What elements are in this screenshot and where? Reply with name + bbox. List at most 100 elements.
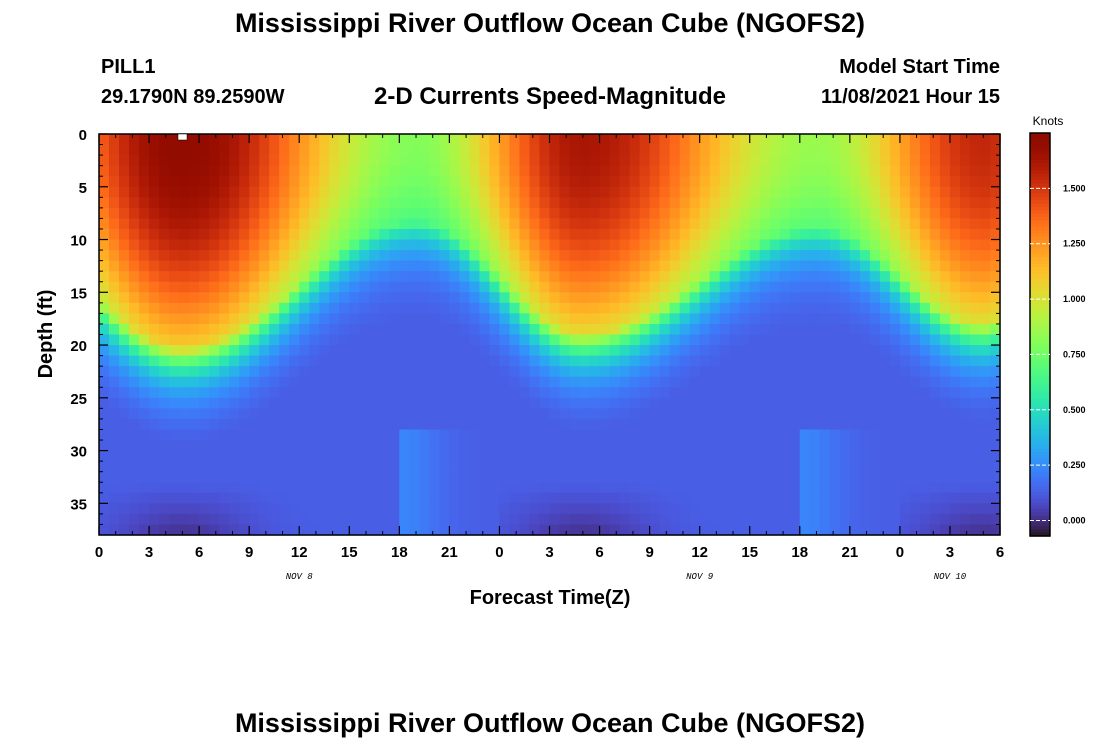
heatmap-cell bbox=[339, 134, 350, 146]
heatmap-cell bbox=[319, 281, 330, 293]
heatmap-cell bbox=[339, 313, 350, 325]
heatmap-cell bbox=[689, 271, 701, 283]
heatmap-cell bbox=[399, 313, 410, 325]
heatmap-cell bbox=[309, 323, 320, 336]
heatmap-cell bbox=[899, 207, 911, 220]
heatmap-cell bbox=[459, 450, 471, 462]
colorbar-segment bbox=[1030, 505, 1050, 510]
heatmap-cell bbox=[459, 250, 471, 262]
heatmap-cell bbox=[929, 471, 941, 483]
heatmap-cell bbox=[569, 250, 581, 262]
heatmap-cell bbox=[949, 186, 961, 198]
heatmap-cell bbox=[189, 292, 200, 304]
heatmap-cell bbox=[99, 418, 110, 431]
heatmap-cell bbox=[259, 408, 270, 420]
heatmap-cell bbox=[359, 302, 370, 314]
heatmap-cell bbox=[789, 207, 801, 220]
heatmap-cell bbox=[949, 387, 961, 399]
heatmap-cell bbox=[839, 503, 851, 515]
heatmap-cell bbox=[249, 408, 260, 420]
heatmap-cell bbox=[619, 218, 631, 230]
heatmap-cell bbox=[409, 450, 420, 462]
heatmap-cell bbox=[639, 376, 651, 388]
heatmap-cell bbox=[329, 482, 340, 494]
heatmap-cell bbox=[499, 334, 511, 346]
heatmap-cell bbox=[179, 418, 190, 431]
heatmap-cell bbox=[969, 207, 981, 220]
heatmap-cell bbox=[629, 492, 641, 504]
heatmap-cell bbox=[639, 355, 651, 367]
heatmap-cell bbox=[599, 165, 611, 177]
heatmap-cell bbox=[439, 492, 450, 504]
heatmap-cell bbox=[909, 250, 921, 262]
heatmap-cell bbox=[299, 345, 310, 357]
heatmap-cell bbox=[549, 292, 561, 304]
heatmap-cell bbox=[329, 228, 340, 241]
heatmap-cell bbox=[99, 144, 110, 156]
heatmap-cell bbox=[829, 418, 841, 431]
heatmap-cell bbox=[399, 197, 410, 209]
heatmap-cell bbox=[699, 345, 711, 357]
heatmap-cell bbox=[379, 197, 390, 209]
heatmap-cell bbox=[619, 144, 631, 156]
heatmap-cell bbox=[499, 355, 511, 367]
heatmap-cell bbox=[729, 513, 741, 526]
heatmap-cell bbox=[419, 292, 430, 304]
heatmap-cell bbox=[229, 197, 240, 209]
colorbar-segment bbox=[1030, 173, 1050, 178]
heatmap-cell bbox=[189, 513, 200, 526]
heatmap-cell bbox=[199, 134, 210, 146]
heatmap-cell bbox=[169, 302, 180, 314]
heatmap-cell bbox=[539, 376, 551, 388]
heatmap-cell bbox=[589, 323, 601, 336]
heatmap-cell bbox=[159, 376, 170, 388]
heatmap-cell bbox=[619, 260, 631, 272]
heatmap-cell bbox=[399, 471, 410, 483]
heatmap-cell bbox=[159, 397, 170, 409]
heatmap-cell bbox=[649, 323, 661, 336]
heatmap-cell bbox=[709, 260, 721, 272]
heatmap-cell bbox=[729, 323, 741, 336]
heatmap-cell bbox=[719, 260, 731, 272]
heatmap-cell bbox=[689, 281, 701, 293]
heatmap-cell bbox=[589, 513, 601, 526]
heatmap-cell bbox=[119, 524, 130, 536]
heatmap-cell bbox=[619, 408, 631, 420]
heatmap-cell bbox=[299, 302, 310, 314]
heatmap-cell bbox=[699, 376, 711, 388]
heatmap-cell bbox=[279, 292, 290, 304]
heatmap-cell bbox=[719, 144, 731, 156]
heatmap-cell bbox=[429, 197, 440, 209]
heatmap-cell bbox=[359, 397, 370, 409]
heatmap-cell bbox=[709, 302, 721, 314]
heatmap-cell bbox=[979, 366, 991, 378]
heatmap-cell bbox=[219, 440, 230, 452]
heatmap-cell bbox=[99, 366, 110, 378]
heatmap-cell bbox=[99, 513, 110, 526]
heatmap-cell bbox=[139, 408, 150, 420]
heatmap-cell bbox=[529, 408, 541, 420]
heatmap-cell bbox=[879, 281, 891, 293]
heatmap-cell bbox=[399, 292, 410, 304]
heatmap-cell bbox=[249, 239, 260, 251]
heatmap-cell bbox=[809, 260, 821, 272]
heatmap-cell bbox=[559, 355, 571, 367]
heatmap-cell bbox=[589, 271, 601, 283]
heatmap-cell bbox=[569, 513, 581, 526]
colorbar-segment bbox=[1030, 280, 1050, 285]
heatmap-cell bbox=[589, 250, 601, 262]
heatmap-cell bbox=[199, 482, 210, 494]
heatmap-cell bbox=[939, 165, 951, 177]
heatmap-cell bbox=[399, 250, 410, 262]
heatmap-cell bbox=[219, 387, 230, 399]
heatmap-cell bbox=[819, 302, 831, 314]
heatmap-cell bbox=[369, 323, 380, 336]
heatmap-cell bbox=[449, 355, 460, 367]
heatmap-cell bbox=[199, 513, 210, 526]
heatmap-cell bbox=[239, 418, 250, 431]
heatmap-cell bbox=[769, 313, 781, 325]
heatmap-cell bbox=[489, 345, 501, 357]
heatmap-cell bbox=[899, 408, 911, 420]
heatmap-cell bbox=[159, 345, 170, 357]
heatmap-cell bbox=[779, 271, 791, 283]
